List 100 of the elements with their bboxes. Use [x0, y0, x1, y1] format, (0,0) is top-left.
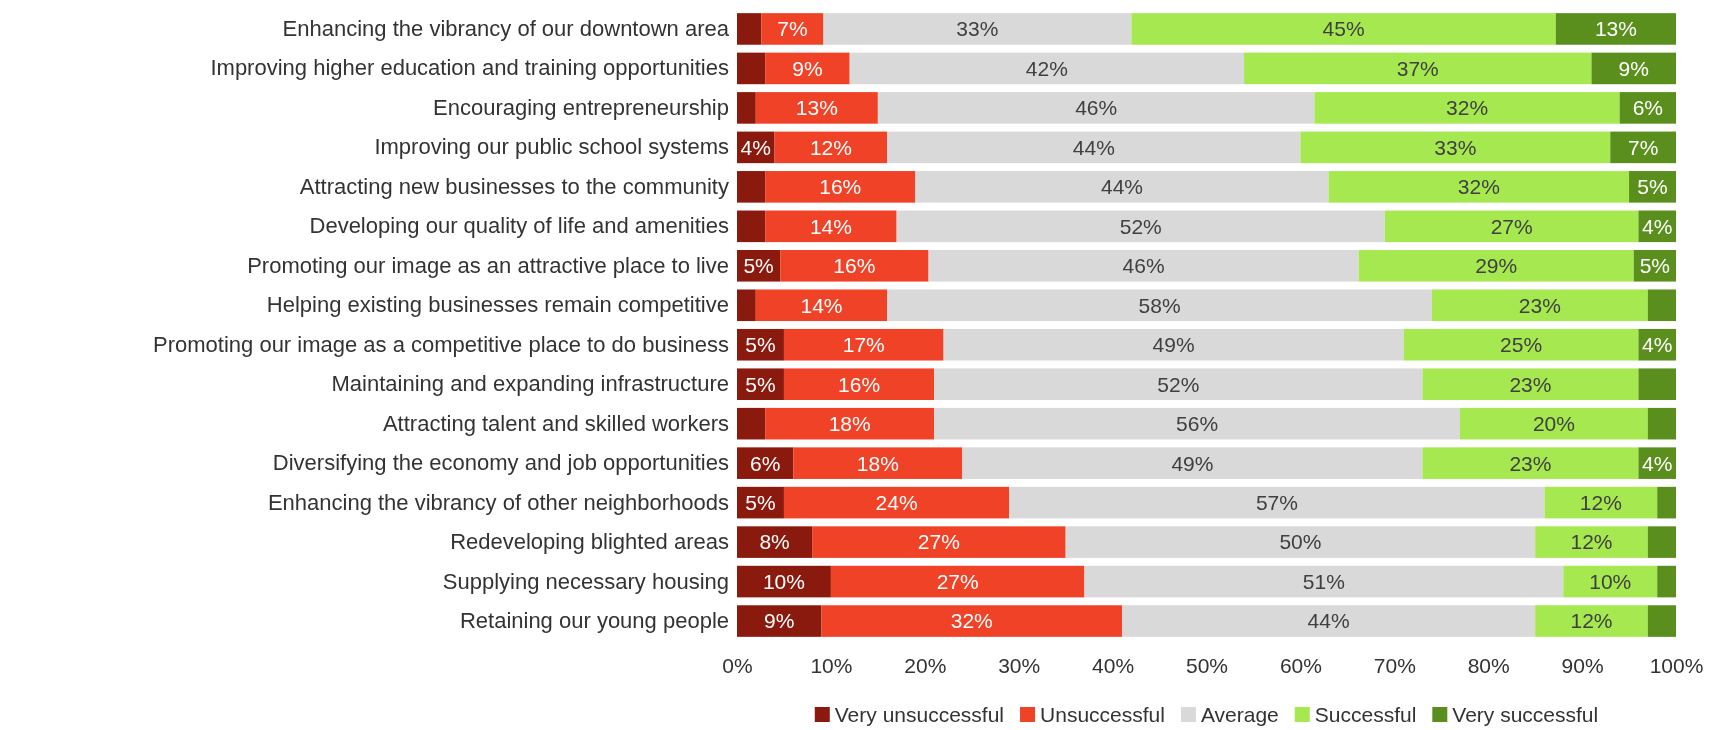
bar — [780, 250, 929, 282]
bar — [761, 13, 824, 45]
data-label: 5% — [745, 372, 776, 396]
data-label: 16% — [838, 372, 881, 396]
data-label: 5% — [745, 333, 776, 357]
y-tick-label: Attracting talent and skilled workers — [382, 410, 729, 436]
y-tick-label: Enhancing the vibrancy of other neighborhoods — [267, 489, 729, 515]
y-tick-label: Improving higher education and training opportunities — [210, 55, 729, 81]
data-label: 46% — [1122, 254, 1165, 278]
data-label: 44% — [1072, 135, 1115, 159]
bar — [1657, 565, 1676, 598]
data-label: 29% — [1475, 254, 1518, 278]
y-tick-label: Diversifying the economy and job opportunities — [272, 450, 729, 476]
bar — [755, 289, 888, 322]
bar — [849, 52, 1245, 85]
bar — [765, 52, 850, 85]
data-label: 9% — [792, 56, 823, 80]
data-label: 18% — [856, 451, 899, 475]
data-label: 5% — [1637, 175, 1668, 199]
data-label: 12% — [1570, 609, 1613, 633]
legend-label: Average — [1200, 703, 1279, 727]
x-tick-label: 40% — [1092, 653, 1135, 677]
data-label: 12% — [1579, 490, 1622, 514]
bar — [823, 13, 1132, 45]
data-label: 6% — [1632, 96, 1664, 120]
y-tick-label: Retaining our young people — [459, 608, 729, 634]
data-label: 7% — [1627, 135, 1659, 159]
bar — [934, 368, 1423, 400]
y-tick-label: Enhancing the vibrancy of our downtown area — [282, 15, 730, 41]
data-label: 7% — [777, 17, 808, 41]
bar — [821, 605, 1122, 637]
bar — [1647, 605, 1676, 637]
bar — [1131, 13, 1556, 45]
data-label: 23% — [1518, 293, 1561, 317]
data-label: 23% — [1509, 372, 1552, 396]
y-tick-label: Improving our public school systems — [374, 134, 729, 160]
legend-label: Unsuccessful — [1040, 703, 1165, 727]
bar — [1009, 486, 1545, 519]
data-label: 37% — [1396, 56, 1439, 80]
y-tick-label: Promoting our image as a competitive place to do business — [153, 331, 729, 357]
bar — [737, 407, 766, 440]
data-label: 23% — [1509, 451, 1552, 475]
bar — [1555, 13, 1676, 45]
bar — [1422, 368, 1639, 400]
bar — [1084, 565, 1564, 598]
bar — [830, 565, 1085, 598]
data-label: 44% — [1307, 609, 1350, 633]
data-label: 20% — [1532, 412, 1575, 436]
bar — [1535, 605, 1648, 637]
bar — [783, 368, 935, 400]
data-label: 45% — [1322, 17, 1365, 41]
bar — [943, 328, 1404, 361]
data-label: 4% — [1642, 451, 1673, 475]
bar — [1121, 605, 1536, 637]
bar — [1422, 447, 1639, 479]
bar — [812, 526, 1066, 558]
data-label: 42% — [1025, 56, 1068, 80]
x-tick-label: 20% — [904, 653, 947, 677]
data-label: 9% — [764, 609, 795, 633]
data-label: 46% — [1075, 96, 1118, 120]
data-label: 4% — [1642, 333, 1673, 357]
y-tick-label: Developing our quality of life and amenities — [309, 213, 729, 239]
data-label: 13% — [1594, 17, 1637, 41]
bar — [737, 210, 766, 243]
legend-label: Very unsuccessful — [834, 703, 1005, 727]
bar — [1647, 526, 1676, 558]
y-tick-label: Promoting our image as an attractive place to live — [247, 252, 729, 278]
bar — [1647, 407, 1676, 440]
bar — [737, 289, 756, 322]
bar — [1460, 407, 1648, 440]
bar — [1638, 368, 1676, 400]
y-tick-label: Encouraging entrepreneurship — [433, 94, 729, 120]
data-label: 10% — [1589, 569, 1632, 593]
x-tick-label: 80% — [1467, 653, 1510, 677]
data-label: 27% — [1490, 214, 1533, 238]
data-label: 44% — [1100, 175, 1144, 199]
data-label: 10% — [762, 569, 805, 593]
x-tick-label: 10% — [810, 653, 853, 677]
y-tick-label: Redeveloping blighted areas — [450, 529, 729, 555]
data-label: 13% — [795, 96, 838, 120]
data-label: 8% — [759, 530, 790, 554]
bar — [793, 447, 963, 479]
data-label: 12% — [1570, 530, 1613, 554]
bar — [1384, 210, 1639, 243]
bar — [737, 605, 822, 637]
bar — [1535, 526, 1648, 558]
data-label: 56% — [1176, 412, 1219, 436]
data-label: 50% — [1279, 530, 1322, 554]
x-tick-label: 60% — [1279, 653, 1322, 677]
bar — [737, 52, 766, 85]
x-tick-label: 90% — [1561, 653, 1604, 677]
bar — [1544, 486, 1658, 519]
data-label: 32% — [1446, 96, 1489, 120]
bar — [928, 250, 1359, 282]
data-label: 14% — [800, 293, 843, 317]
x-tick-label: 30% — [998, 653, 1041, 677]
legend-label: Very successful — [1452, 703, 1599, 727]
data-label: 49% — [1152, 333, 1195, 357]
x-tick-label: 0% — [722, 653, 753, 677]
bar — [1431, 289, 1648, 322]
